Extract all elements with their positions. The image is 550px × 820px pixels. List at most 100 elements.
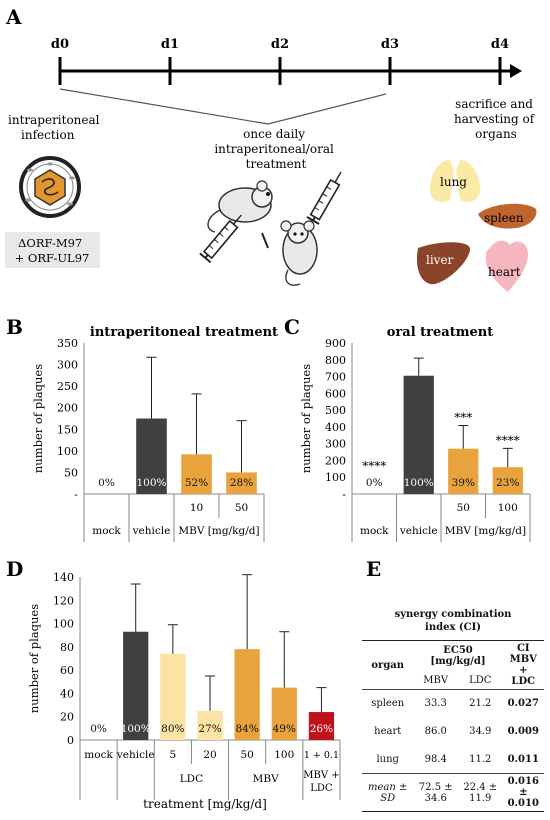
bar-value-label: 84% (235, 723, 258, 735)
treatment-label: once daily intraperitoneal/oral treatmen… (214, 127, 337, 171)
y-axis-label: number of plaques (31, 364, 45, 473)
y-tick-label: 100 (325, 471, 346, 484)
bar-value-label: 39% (452, 477, 475, 489)
summary-ldc-2: 11.9 (469, 792, 492, 804)
panel-letter-c: C (284, 315, 300, 339)
table-header-ci: CI MBV + LDC (502, 640, 544, 690)
significance-marker: *** (454, 411, 472, 425)
timeline-arrowhead (510, 64, 522, 78)
infection-label: intraperitoneal infection (8, 113, 103, 142)
table-subheader-row: MBV LDC (362, 671, 544, 689)
y-tick-label: 300 (325, 438, 346, 451)
category-label: 50 (457, 502, 470, 514)
bar (226, 472, 257, 494)
mouse-syringe-illustration (199, 171, 342, 286)
y-tick-label: 600 (325, 387, 346, 400)
bar-value-label: 0% (90, 723, 107, 735)
panel-letter-b: B (6, 315, 23, 339)
y-tick-label: 140 (53, 571, 74, 584)
group-label: MBV [mg/kg/d] (178, 525, 259, 537)
organ-label-lung: lung (440, 175, 467, 189)
ci-label: CI (516, 643, 530, 654)
ec50-label: EC50 (443, 645, 473, 657)
y-tick-label: 350 (57, 337, 78, 350)
synergy-table-grid: organ EC50 [mg/kg/d] CI MBV + LDC MBV LDC sp… (362, 640, 544, 812)
cell-ci: 0.027 (502, 689, 544, 718)
category-label: mock (360, 525, 389, 537)
significance-marker: **** (496, 433, 520, 447)
bar-value-label: 100% (404, 477, 434, 489)
group-label-line-2: LDC (310, 783, 333, 794)
bar (448, 448, 479, 494)
y-tick-label: 300 (57, 359, 78, 372)
category-label: vehicle (399, 525, 438, 537)
table-caption: synergy combination index (CI) (362, 608, 544, 634)
cell-summary-mbv: 72.5 ±34.6 (413, 773, 458, 812)
y-tick-label: 900 (325, 337, 346, 350)
table-caption-line-2: index (CI) (425, 622, 481, 633)
y-tick-label: 0 (67, 734, 74, 747)
category-label: 50 (235, 502, 248, 514)
timeline: d0 d1 d2 d3 d4 (51, 37, 522, 125)
cell-ci: 0.009 (507, 726, 539, 737)
cell-summary-ci: 0.016 ±0.010 (502, 773, 544, 812)
summary-ci-1: 0.016 (507, 776, 539, 787)
bar-value-label: 100% (136, 477, 166, 489)
cell-summary-label: mean ± SD (362, 773, 414, 812)
organ-illustrations: lung spleen liver heart (416, 160, 537, 292)
bar-value-label: 23% (496, 477, 519, 489)
day-label-d3: d3 (381, 37, 399, 52)
category-label: 5 (170, 749, 177, 761)
category-label: mock (92, 525, 121, 537)
bar (308, 712, 335, 740)
bar (197, 710, 223, 740)
bar-value-label: 52% (185, 477, 208, 489)
organ-label-spleen: spleen (484, 211, 524, 225)
chart-d-xlabel: treatment [mg/kg/d] (143, 797, 267, 811)
category-label: 10 (190, 502, 203, 514)
cell-mbv: 33.3 (413, 689, 458, 718)
bar-value-label: 0% (98, 477, 115, 489)
category-label: 20 (203, 749, 216, 761)
y-tick-label: 500 (325, 404, 346, 417)
panel-letter-e: E (366, 557, 381, 581)
panel-letter-a: A (5, 5, 22, 29)
group-label-line-1: MBV + (303, 770, 339, 781)
y-tick-label: 400 (325, 421, 346, 434)
table-summary-row: mean ± SD 72.5 ±34.6 22.4 ±11.9 0.016 ±0.0… (362, 773, 544, 812)
ci-ldc: LDC (511, 676, 536, 687)
spleen-shape (478, 203, 537, 229)
day-label-d1: d1 (161, 37, 179, 52)
chart-b-title: intraperitoneal treatment (90, 325, 278, 340)
bar (403, 375, 434, 494)
chart-c: number of plaques - 100 200 300 400 500 600 700 8… (299, 337, 531, 542)
category-label: vehicle (132, 525, 171, 537)
table-header-organ: organ (362, 640, 414, 690)
y-tick-label: 100 (53, 618, 74, 631)
group-label: MBV [mg/kg/d] (445, 525, 526, 537)
cell-ldc: 21.2 (457, 689, 503, 718)
summary-mbv-2: 34.6 (424, 792, 447, 804)
cell-ci: 0.011 (507, 753, 539, 765)
bar-value-label: 27% (198, 723, 221, 735)
virus-label-box (5, 232, 100, 268)
category-label: 50 (240, 749, 253, 761)
table-row: heart 86.0 34.9 0.009 (362, 718, 544, 746)
synergy-table: synergy combination index (CI) organ EC5… (362, 608, 544, 812)
table-row: spleen 33.3 21.2 0.027 (362, 689, 544, 718)
day-label-d2: d2 (271, 37, 289, 52)
cell-summary-ldc: 22.4 ±11.9 (457, 773, 503, 812)
table-header-row: organ EC50 [mg/kg/d] CI MBV + LDC (362, 640, 544, 690)
sacrifice-label: sacrifice and harvesting of organs (454, 97, 538, 141)
y-tick-label: - (342, 488, 346, 501)
chart-c-title: oral treatment (387, 325, 493, 340)
y-tick-label: 100 (57, 445, 78, 458)
organ-label-heart: heart (488, 265, 521, 279)
bar-value-label: 28% (230, 477, 253, 489)
summary-label-1: mean ± (368, 781, 408, 793)
summary-ci-3: 0.010 (507, 798, 539, 809)
table-row: lung 98.4 11.2 0.011 (362, 746, 544, 774)
day-label-d0: d0 (51, 37, 69, 52)
ci-plus: + (519, 665, 528, 676)
ec50-unit: [mg/kg/d] (430, 656, 486, 668)
